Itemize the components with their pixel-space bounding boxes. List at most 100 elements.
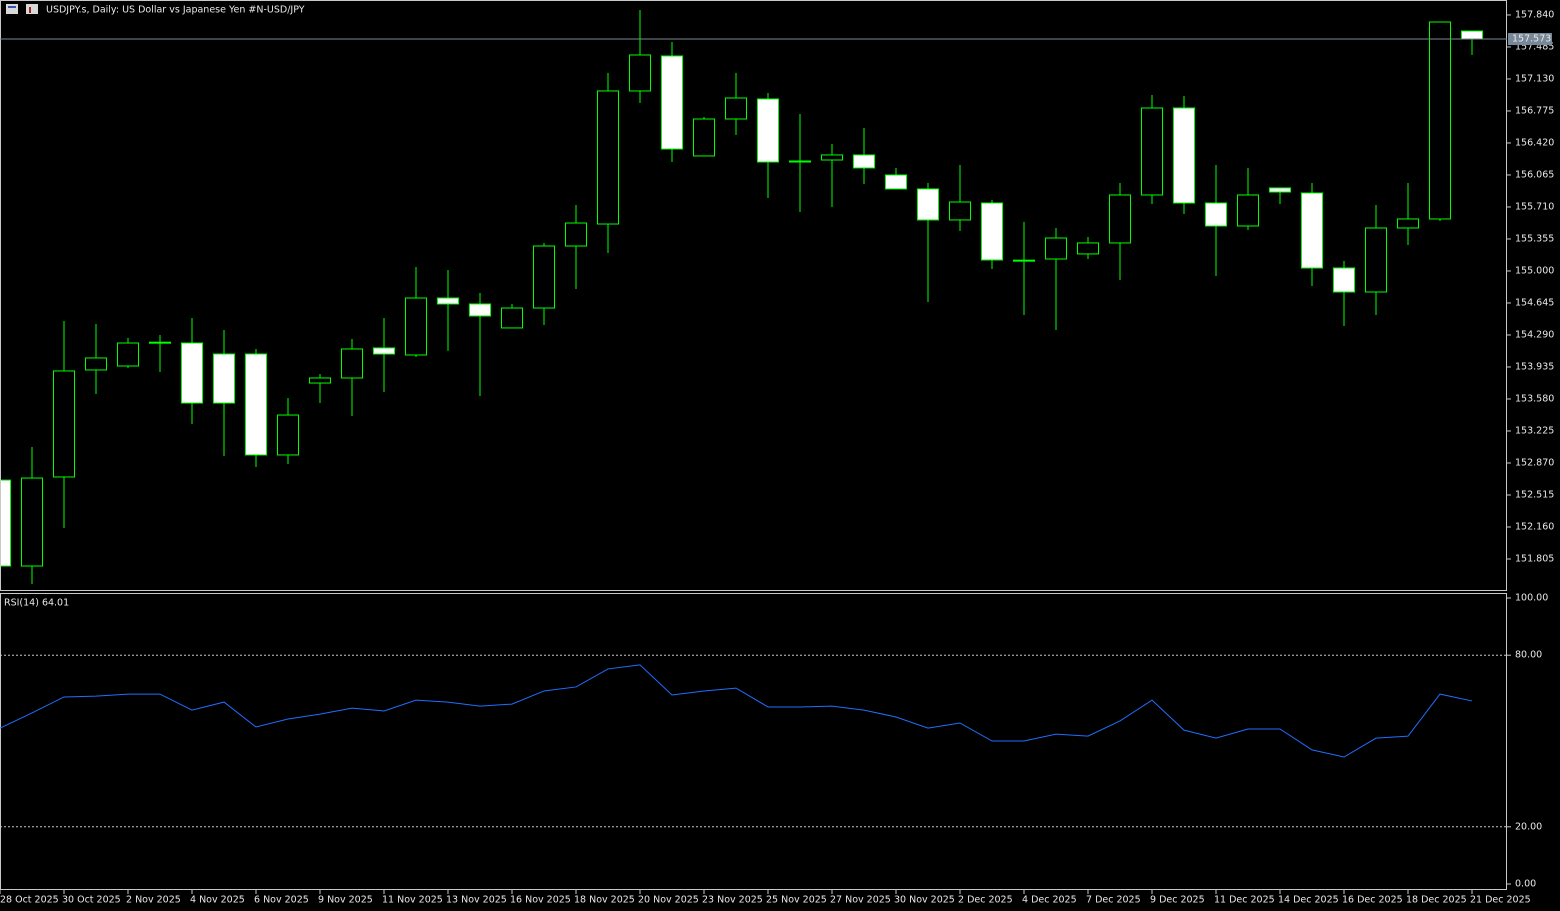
- candle-body: [533, 245, 555, 309]
- candle-body: [85, 357, 107, 371]
- price-panel-frame: [0, 0, 1507, 591]
- y-tick-label: 155.355: [1515, 233, 1554, 244]
- candle-body: [437, 297, 459, 305]
- candle-body: [725, 97, 747, 120]
- price-tag-label: 157.573: [1512, 34, 1551, 45]
- x-tick-label: 9 Nov 2025: [318, 895, 373, 906]
- candle-body: [341, 348, 363, 379]
- candle-body: [309, 377, 331, 384]
- y-tick-label: 157.130: [1515, 73, 1554, 84]
- candle-body: [1237, 194, 1259, 227]
- y-tick-label: 153.580: [1515, 393, 1554, 404]
- candle-body: [757, 98, 779, 163]
- x-tick-label: 14 Dec 2025: [1278, 895, 1339, 906]
- candle-body: [213, 353, 235, 404]
- candle-body: [1173, 107, 1195, 204]
- candle-body: [469, 303, 491, 317]
- y-tick-label: 0.00: [1515, 879, 1536, 890]
- x-tick-label: 11 Dec 2025: [1214, 895, 1275, 906]
- x-tick-label: 27 Nov 2025: [830, 895, 891, 906]
- candle-body: [693, 118, 715, 157]
- candle-body: [1077, 242, 1099, 255]
- y-tick-label: 153.225: [1515, 425, 1554, 436]
- candle-body: [597, 90, 619, 225]
- x-tick-label: 23 Nov 2025: [702, 895, 763, 906]
- candle-body: [981, 202, 1003, 261]
- y-tick-label: 156.420: [1515, 137, 1554, 148]
- candle-body: [1013, 259, 1035, 262]
- x-tick-label: 18 Dec 2025: [1406, 895, 1467, 906]
- candle-body: [277, 414, 299, 456]
- x-tick-label: 30 Oct 2025: [62, 895, 121, 906]
- candle-body: [21, 477, 43, 567]
- chart-title: USDJPY.s, Daily: US Dollar vs Japanese Y…: [46, 5, 305, 16]
- x-tick-label: 4 Dec 2025: [1022, 895, 1077, 906]
- candle-body: [1045, 237, 1067, 260]
- candle-body: [1, 479, 11, 567]
- y-tick-label: 152.870: [1515, 457, 1554, 468]
- candle-body: [1269, 187, 1291, 193]
- candle-body: [629, 54, 651, 92]
- candles: [1, 10, 1483, 585]
- x-tick-label: 13 Nov 2025: [446, 895, 507, 906]
- candle-body: [245, 353, 267, 456]
- candle-body: [53, 370, 75, 478]
- icon: [6, 4, 18, 14]
- x-tick-label: 6 Nov 2025: [254, 895, 309, 906]
- candle-body: [1397, 218, 1419, 229]
- candle-body: [373, 347, 395, 355]
- candle-body: [405, 297, 427, 356]
- candle-body: [149, 341, 171, 344]
- y-tick-label: 20.00: [1515, 821, 1542, 832]
- y-tick-label: 155.000: [1515, 265, 1554, 276]
- candle-body: [501, 307, 523, 329]
- x-tick-label: 30 Nov 2025: [894, 895, 955, 906]
- y-tick-label: 153.935: [1515, 361, 1554, 372]
- x-tick-label: 2 Dec 2025: [958, 895, 1013, 906]
- x-tick-label: 9 Dec 2025: [1150, 895, 1205, 906]
- indicator-title: RSI(14) 64.01: [4, 598, 69, 609]
- icon: [29, 7, 31, 13]
- candle-body: [181, 342, 203, 404]
- candle-body: [1365, 227, 1387, 293]
- x-tick-label: 21 Dec 2025: [1470, 895, 1531, 906]
- candle-body: [661, 55, 683, 150]
- candle-body: [821, 154, 843, 161]
- window-icons: [6, 4, 38, 14]
- candle-body: [949, 201, 971, 221]
- plot-layer: 28 Oct 2025 30 Oct 2025 2 Nov 2025 4 Nov 20…: [0, 9, 1554, 906]
- x-tick-label: 16 Dec 2025: [1342, 895, 1403, 906]
- x-tick-label: 18 Nov 2025: [574, 895, 635, 906]
- icon: [26, 4, 38, 14]
- y-tick-label: 154.290: [1515, 329, 1554, 340]
- candle-body: [885, 174, 907, 190]
- y-tick-label: 156.775: [1515, 105, 1554, 116]
- candle-body: [789, 160, 811, 163]
- y-tick-label: 152.160: [1515, 521, 1554, 532]
- y-tick-label: 157.485: [1515, 41, 1554, 52]
- y-tick-label: 80.00: [1515, 650, 1542, 661]
- y-tick-label: 151.805: [1515, 553, 1554, 564]
- candle-body: [1333, 267, 1355, 293]
- y-tick-label: 152.515: [1515, 489, 1554, 500]
- x-tick-label: 25 Nov 2025: [766, 895, 827, 906]
- candle-body: [917, 188, 939, 221]
- candle-body: [853, 154, 875, 169]
- y-tick-label: 154.645: [1515, 297, 1554, 308]
- candle-body: [1461, 30, 1483, 40]
- y-tick-label: 155.710: [1515, 201, 1554, 212]
- x-tick-label: 4 Nov 2025: [190, 895, 245, 906]
- candle-body: [1301, 192, 1323, 269]
- x-tick-label: 28 Oct 2025: [0, 895, 59, 906]
- candle-body: [1109, 194, 1131, 244]
- x-tick-label: 20 Nov 2025: [638, 895, 699, 906]
- candle-body: [1141, 107, 1163, 196]
- rsi-line: [0, 664, 1473, 758]
- candle-body: [565, 222, 587, 247]
- y-tick-label: 100.00: [1515, 593, 1548, 604]
- icon: [8, 6, 16, 8]
- candle-body: [1205, 202, 1227, 227]
- price-tag: [1508, 33, 1552, 46]
